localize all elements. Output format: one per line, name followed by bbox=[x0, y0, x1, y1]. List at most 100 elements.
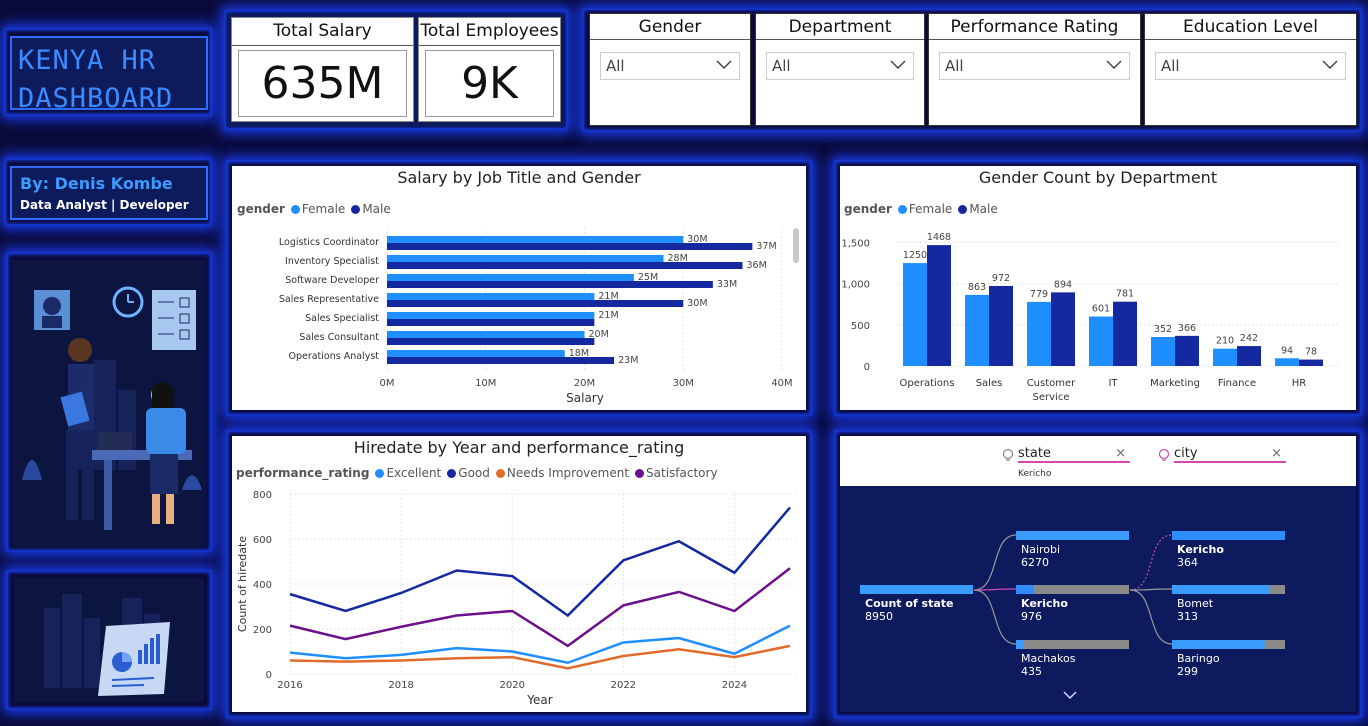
bar-male[interactable] bbox=[387, 243, 753, 250]
kpi-label: Total Salary bbox=[232, 18, 413, 46]
tree-node-bar[interactable] bbox=[860, 585, 973, 594]
bar-male[interactable] bbox=[387, 262, 743, 269]
category-label: Sales Representative bbox=[279, 294, 379, 305]
category-label: Finance bbox=[1218, 378, 1256, 389]
category-label: IT bbox=[1108, 378, 1118, 389]
gender-dropdown[interactable]: All bbox=[600, 52, 740, 80]
bar-female[interactable] bbox=[387, 274, 634, 281]
bar-male[interactable] bbox=[1175, 335, 1199, 366]
slicer-label: Gender bbox=[590, 14, 750, 40]
x-axis-title: Year bbox=[526, 693, 552, 707]
scrollbar[interactable] bbox=[793, 228, 799, 263]
bar-female[interactable] bbox=[387, 350, 565, 357]
tree-node-label: Bomet bbox=[1177, 597, 1214, 610]
x-tick-label: 2018 bbox=[388, 680, 413, 691]
tree-node-bar[interactable] bbox=[1172, 585, 1270, 594]
bar-female[interactable] bbox=[965, 294, 989, 366]
bar-female[interactable] bbox=[1151, 337, 1175, 366]
data-label: 972 bbox=[992, 273, 1010, 284]
data-label: 894 bbox=[1054, 279, 1072, 290]
x-axis-title: Salary bbox=[566, 391, 604, 405]
category-label: Service bbox=[1033, 392, 1070, 403]
author-card: By: Denis Kombe Data Analyst | Developer bbox=[10, 166, 208, 220]
bar-female[interactable] bbox=[1213, 348, 1237, 366]
performance-rating-dropdown[interactable]: All bbox=[939, 52, 1130, 80]
office-illustration bbox=[12, 260, 206, 548]
department-dropdown[interactable]: All bbox=[766, 52, 914, 80]
kpi-value: 635M bbox=[238, 50, 407, 117]
bar-male[interactable] bbox=[927, 245, 951, 366]
chevron-down-icon bbox=[1106, 60, 1122, 70]
tree-node-label: Nairobi bbox=[1021, 543, 1060, 556]
tree-connector bbox=[973, 534, 1017, 591]
education-level-dropdown[interactable]: All bbox=[1155, 52, 1346, 80]
bar-male[interactable] bbox=[387, 319, 595, 326]
tree-node-bar[interactable] bbox=[1172, 531, 1285, 540]
city-field[interactable]: city × bbox=[1174, 446, 1286, 463]
y-tick-label: 200 bbox=[253, 625, 272, 636]
bar-male[interactable] bbox=[1113, 301, 1137, 366]
y-tick-label: 0 bbox=[266, 670, 272, 681]
close-icon[interactable]: × bbox=[1115, 446, 1126, 461]
data-label: 366 bbox=[1178, 323, 1196, 334]
legend: gender Female Male bbox=[844, 202, 998, 216]
tree-connector bbox=[1129, 589, 1173, 645]
tree-node-bar[interactable] bbox=[1016, 531, 1129, 540]
bar-female[interactable] bbox=[1089, 316, 1113, 366]
bar-female[interactable] bbox=[387, 312, 595, 319]
slicer-education-level: Education Level All bbox=[1144, 13, 1357, 126]
chevron-down-icon bbox=[890, 60, 906, 70]
y-axis-title: Count of hiredate bbox=[236, 536, 249, 632]
series-line-satisfactory[interactable] bbox=[289, 567, 791, 648]
bar-male[interactable] bbox=[387, 281, 713, 288]
slicer-department: Department All bbox=[755, 13, 925, 126]
bar-female[interactable] bbox=[387, 331, 585, 338]
series-line-excellent[interactable] bbox=[289, 624, 791, 665]
author-name: By: Denis Kombe bbox=[20, 174, 173, 193]
y-tick-label: 400 bbox=[253, 580, 272, 591]
bar-female[interactable] bbox=[903, 263, 927, 366]
data-label: 352 bbox=[1154, 324, 1172, 335]
tree-node-value: 976 bbox=[1021, 610, 1042, 623]
analytics-illustration bbox=[14, 578, 204, 702]
tree-connector bbox=[973, 588, 1017, 591]
tree-node-bar[interactable] bbox=[1172, 640, 1265, 649]
tree-node-bar-bg bbox=[1016, 585, 1129, 594]
tree-node-bar[interactable] bbox=[1016, 640, 1024, 649]
data-label: 781 bbox=[1116, 289, 1134, 300]
bar-female[interactable] bbox=[387, 236, 684, 243]
tree-node-value: 6270 bbox=[1021, 556, 1049, 569]
bar-female[interactable] bbox=[1275, 358, 1299, 366]
bar-female[interactable] bbox=[387, 293, 595, 300]
tree-node-label: Kericho bbox=[1021, 597, 1068, 610]
x-tick-label: 30M bbox=[673, 378, 694, 389]
data-label: 23M bbox=[618, 355, 638, 366]
bar-male[interactable] bbox=[387, 338, 595, 345]
bar-male[interactable] bbox=[387, 300, 684, 307]
series-line-needs-improvement[interactable] bbox=[289, 644, 791, 670]
slicer-label: Performance Rating bbox=[929, 14, 1140, 40]
bar-male[interactable] bbox=[989, 285, 1013, 366]
series-line-good[interactable] bbox=[289, 506, 791, 618]
bar-female[interactable] bbox=[387, 255, 664, 262]
category-label: Sales Specialist bbox=[305, 313, 379, 324]
data-label: 1250 bbox=[903, 250, 927, 261]
chevron-down-icon[interactable] bbox=[1063, 691, 1077, 700]
state-field[interactable]: state × bbox=[1018, 446, 1130, 463]
bar-male[interactable] bbox=[1237, 346, 1261, 366]
bar-male[interactable] bbox=[1051, 292, 1075, 366]
lightbulb-icon bbox=[1158, 448, 1170, 461]
dropdown-value: All bbox=[1161, 57, 1180, 75]
bar-male[interactable] bbox=[1299, 359, 1323, 366]
bar-male[interactable] bbox=[387, 357, 615, 364]
tree-node-bar-bg bbox=[1016, 640, 1129, 649]
data-label: 20M bbox=[589, 329, 609, 340]
category-label: Marketing bbox=[1150, 378, 1200, 389]
bar-female[interactable] bbox=[1027, 301, 1051, 366]
category-label: Operations bbox=[900, 378, 955, 389]
chart-title: Salary by Job Title and Gender bbox=[397, 168, 641, 187]
tree-node-bar[interactable] bbox=[1016, 585, 1035, 594]
chart-title: Hiredate by Year and performance_rating bbox=[353, 438, 685, 457]
close-icon[interactable]: × bbox=[1271, 446, 1282, 461]
salary-chart: Salary by Job Title and Gender gender Fem… bbox=[232, 166, 806, 410]
